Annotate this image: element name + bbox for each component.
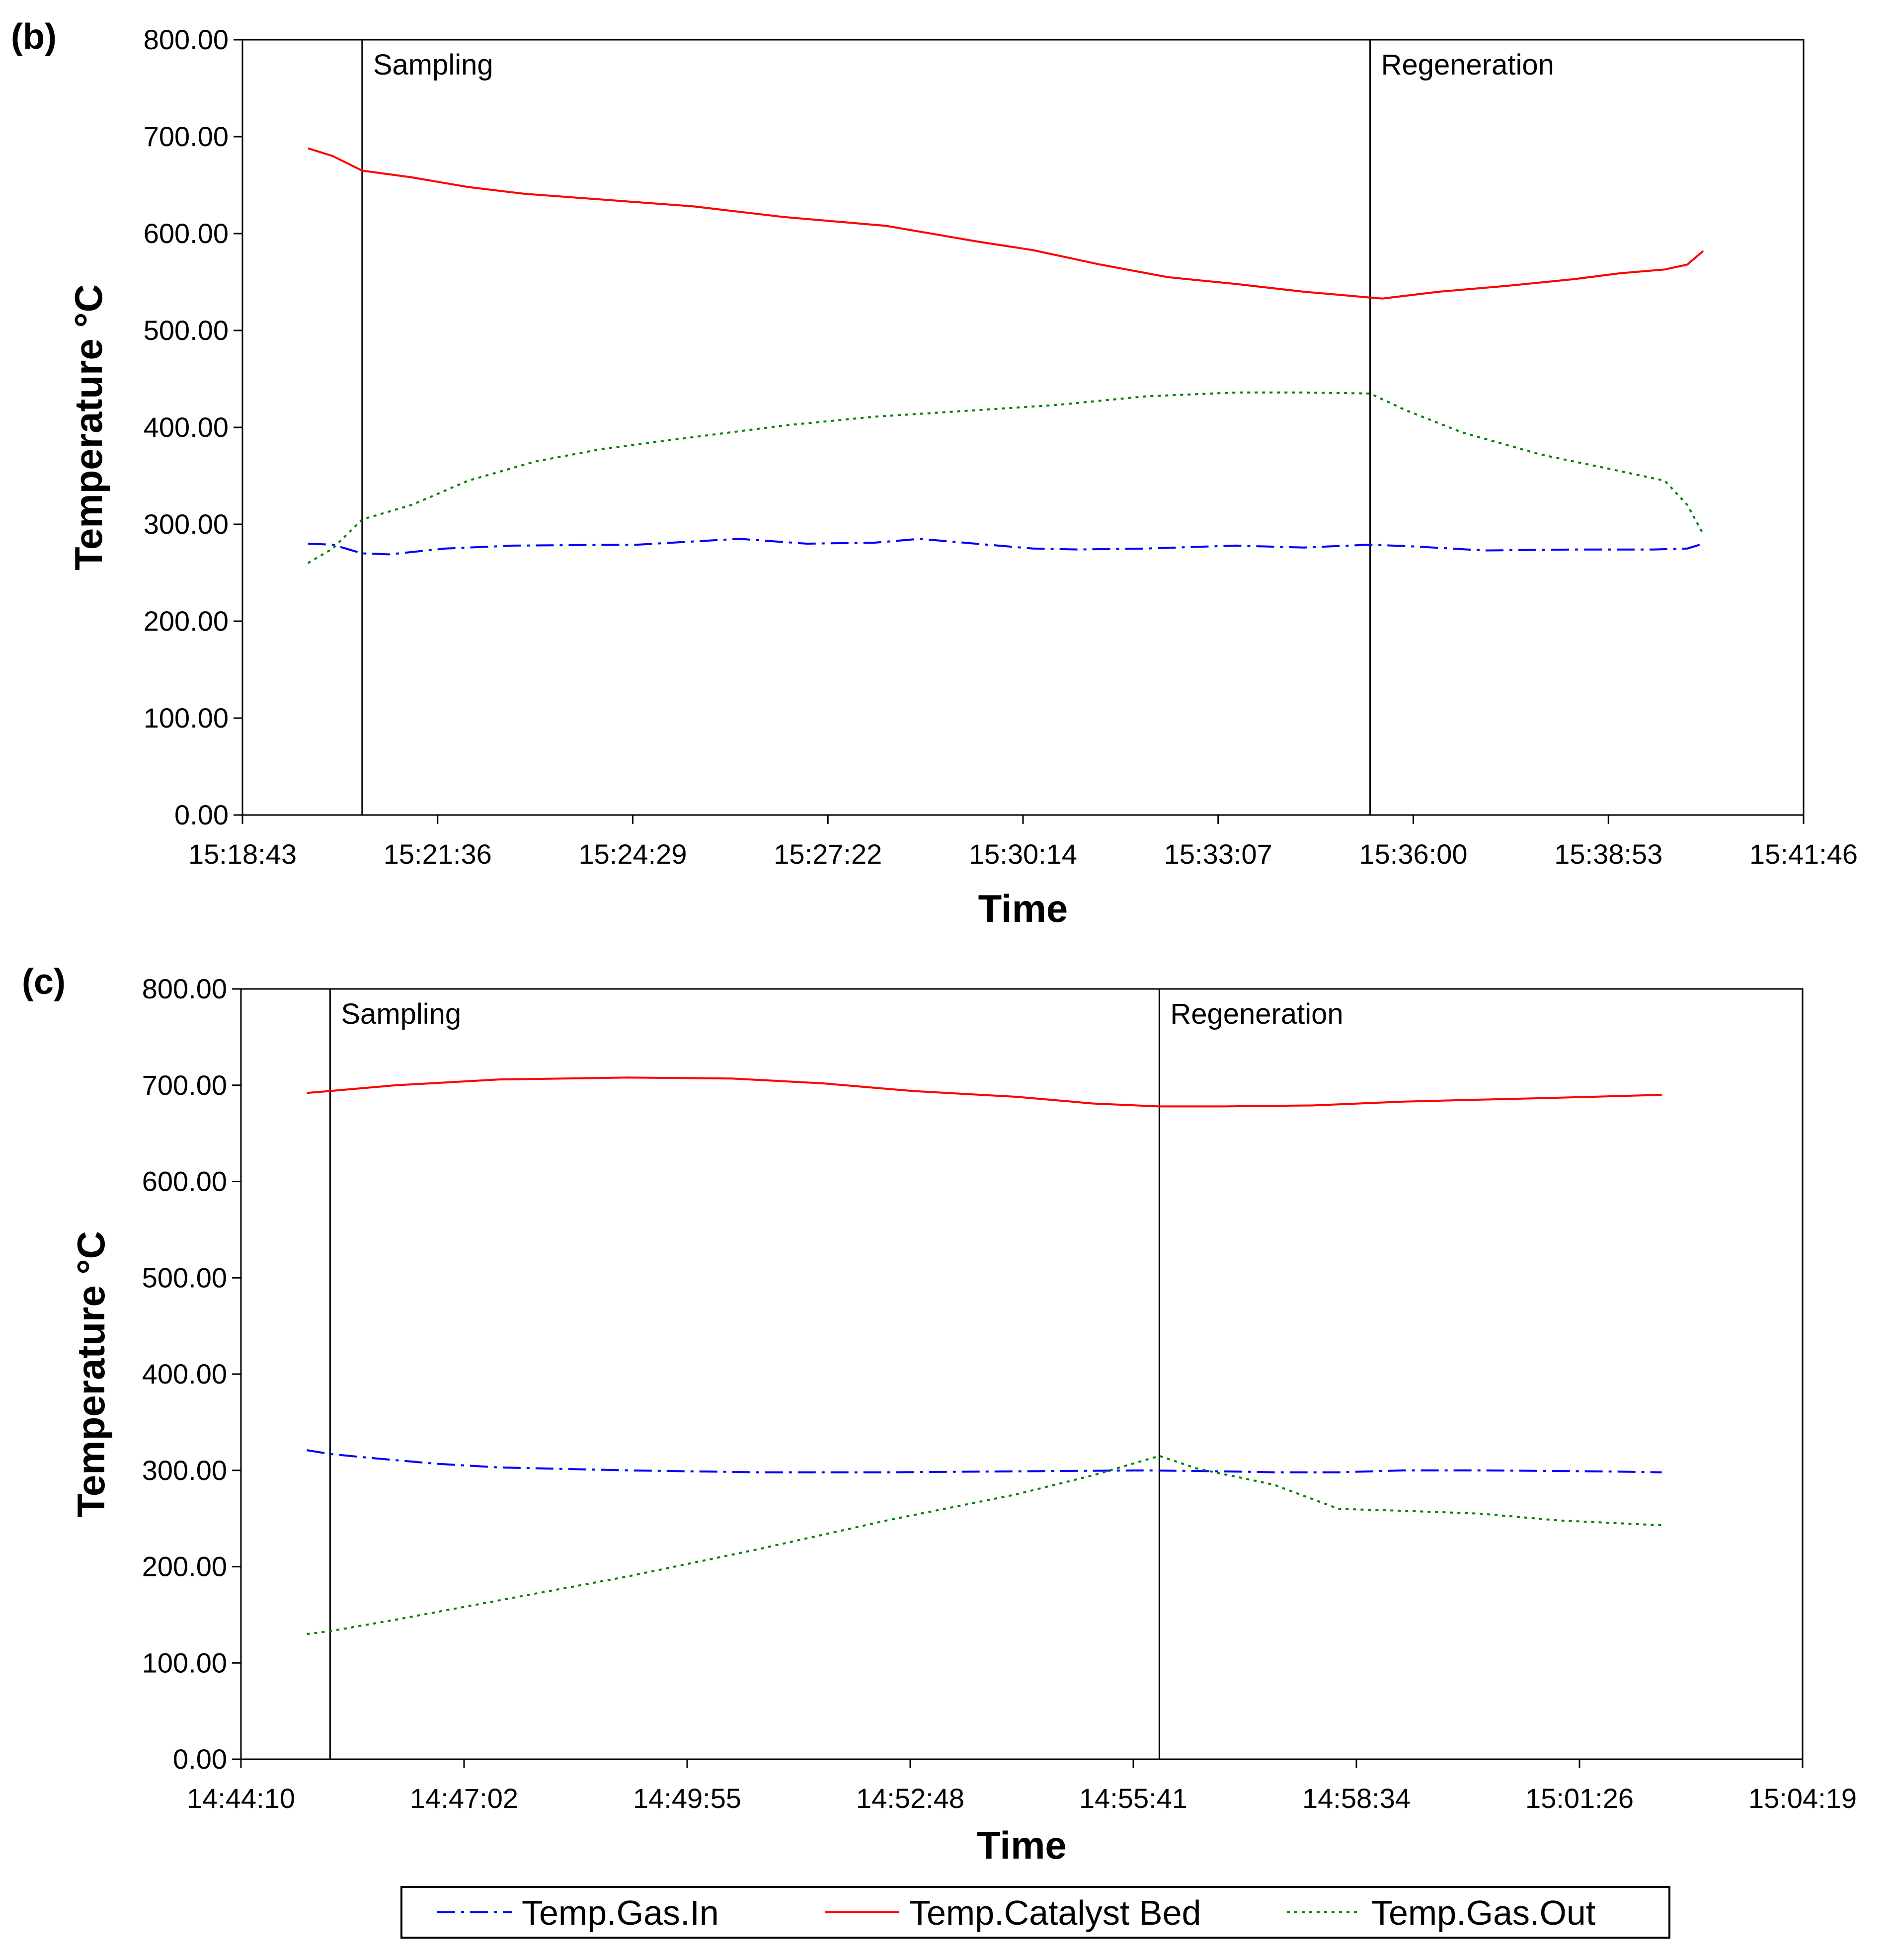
phase-marker-label: Sampling <box>341 998 461 1030</box>
y-tick-label: 700.00 <box>142 1069 227 1101</box>
y-tick-label: 800.00 <box>144 24 229 55</box>
x-tick-label: 15:04:19 <box>1748 1783 1857 1814</box>
legend-box <box>400 1886 1670 1939</box>
x-tick-label: 14:52:48 <box>856 1783 964 1814</box>
panel-label: (b) <box>11 17 57 57</box>
legend: Temp.Gas.In Temp.Catalyst Bed Temp.Gas.Out <box>400 1886 1670 1939</box>
x-tick-label: 14:47:02 <box>410 1783 518 1814</box>
phase-marker-label: Sampling <box>373 49 493 81</box>
chart-panel-c: (c) 0.00 100.00 200.00 300.00 400.00 500.00 600… <box>22 962 1857 1867</box>
x-tick-label: 14:55:41 <box>1079 1783 1187 1814</box>
series-line-temp-gas-in <box>308 538 1704 556</box>
y-tick-label: 600.00 <box>144 218 229 249</box>
series-line-temp-catalyst-bed <box>308 147 1704 300</box>
x-tick-label: 15:41:46 <box>1749 838 1858 870</box>
x-tick-label: 15:18:43 <box>188 838 297 870</box>
y-tick-label: 100.00 <box>144 702 229 734</box>
x-tick-label: 15:30:14 <box>969 838 1077 870</box>
y-tick-label: 700.00 <box>144 121 229 152</box>
legend-label: Temp.Gas.In <box>522 1893 719 1932</box>
y-tick-label: 100.00 <box>142 1647 227 1678</box>
y-tick-label: 400.00 <box>142 1358 227 1389</box>
x-tick-label: 15:33:07 <box>1164 838 1272 870</box>
phase-marker-label: Regeneration <box>1381 49 1554 81</box>
y-axis-title: Temperature °C <box>69 1231 113 1517</box>
plot-area <box>241 39 1805 816</box>
y-tick-label: 0.00 <box>174 799 229 830</box>
legend-label: Temp.Gas.Out <box>1371 1893 1595 1932</box>
y-tick-label: 500.00 <box>144 315 229 346</box>
y-tick-label: 500.00 <box>142 1262 227 1293</box>
series-line-temp-gas-out <box>307 391 1704 564</box>
y-tick-label: 0.00 <box>173 1743 227 1775</box>
y-tick-label: 400.00 <box>144 411 229 443</box>
chart-panel-b: (b) 0.00 100.00 200.00 300.00 400.00 500.00 600… <box>11 17 1858 930</box>
x-tick-label: 14:49:55 <box>633 1783 741 1814</box>
x-axis-title: Time <box>978 887 1068 930</box>
x-tick-label: 15:21:36 <box>384 838 492 870</box>
x-tick-label: 15:27:22 <box>774 838 882 870</box>
phase-marker-label: Regeneration <box>1170 998 1343 1030</box>
plot-area <box>240 988 1804 1760</box>
y-tick-label: 300.00 <box>142 1455 227 1486</box>
y-tick-label: 800.00 <box>142 973 227 1004</box>
y-axis-title: Temperature °C <box>67 284 110 571</box>
series-line-temp-catalyst-bed <box>307 1076 1662 1108</box>
x-tick-label: 15:01:26 <box>1525 1783 1634 1814</box>
series-line-temp-gas-in <box>307 1449 1662 1473</box>
x-tick-label: 15:38:53 <box>1554 838 1662 870</box>
x-tick-label: 15:36:00 <box>1359 838 1468 870</box>
x-tick-label: 14:58:34 <box>1302 1783 1411 1814</box>
x-tick-label: 15:24:29 <box>579 838 687 870</box>
x-axis-title: Time <box>977 1823 1067 1867</box>
x-tick-label: 14:44:10 <box>187 1783 295 1814</box>
y-tick-label: 300.00 <box>144 508 229 540</box>
y-tick-label: 200.00 <box>142 1551 227 1582</box>
legend-label: Temp.Catalyst Bed <box>909 1893 1201 1932</box>
y-tick-label: 200.00 <box>144 605 229 637</box>
series-line-temp-gas-out <box>307 1455 1662 1635</box>
panel-label: (c) <box>22 962 66 1002</box>
y-tick-label: 600.00 <box>142 1166 227 1197</box>
